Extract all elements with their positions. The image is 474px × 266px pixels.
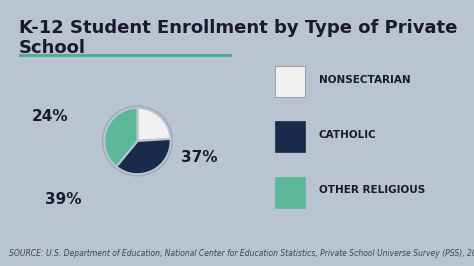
FancyBboxPatch shape	[275, 177, 305, 208]
Wedge shape	[116, 139, 171, 174]
Text: OTHER RELIGIOUS: OTHER RELIGIOUS	[319, 185, 425, 196]
Text: 24%: 24%	[32, 109, 69, 124]
Text: K-12 Student Enrollment by Type of Private School: K-12 Student Enrollment by Type of Priva…	[19, 19, 457, 57]
FancyBboxPatch shape	[275, 121, 305, 152]
Text: SOURCE: U.S. Department of Education, National Center for Education Statistics, : SOURCE: U.S. Department of Education, Na…	[9, 249, 474, 258]
FancyBboxPatch shape	[275, 66, 305, 97]
Circle shape	[102, 106, 173, 176]
Wedge shape	[104, 108, 137, 167]
Text: 37%: 37%	[182, 150, 218, 165]
Text: NONSECTARIAN: NONSECTARIAN	[319, 75, 410, 85]
Text: CATHOLIC: CATHOLIC	[319, 130, 376, 140]
Wedge shape	[137, 108, 171, 141]
Text: 39%: 39%	[45, 192, 81, 207]
